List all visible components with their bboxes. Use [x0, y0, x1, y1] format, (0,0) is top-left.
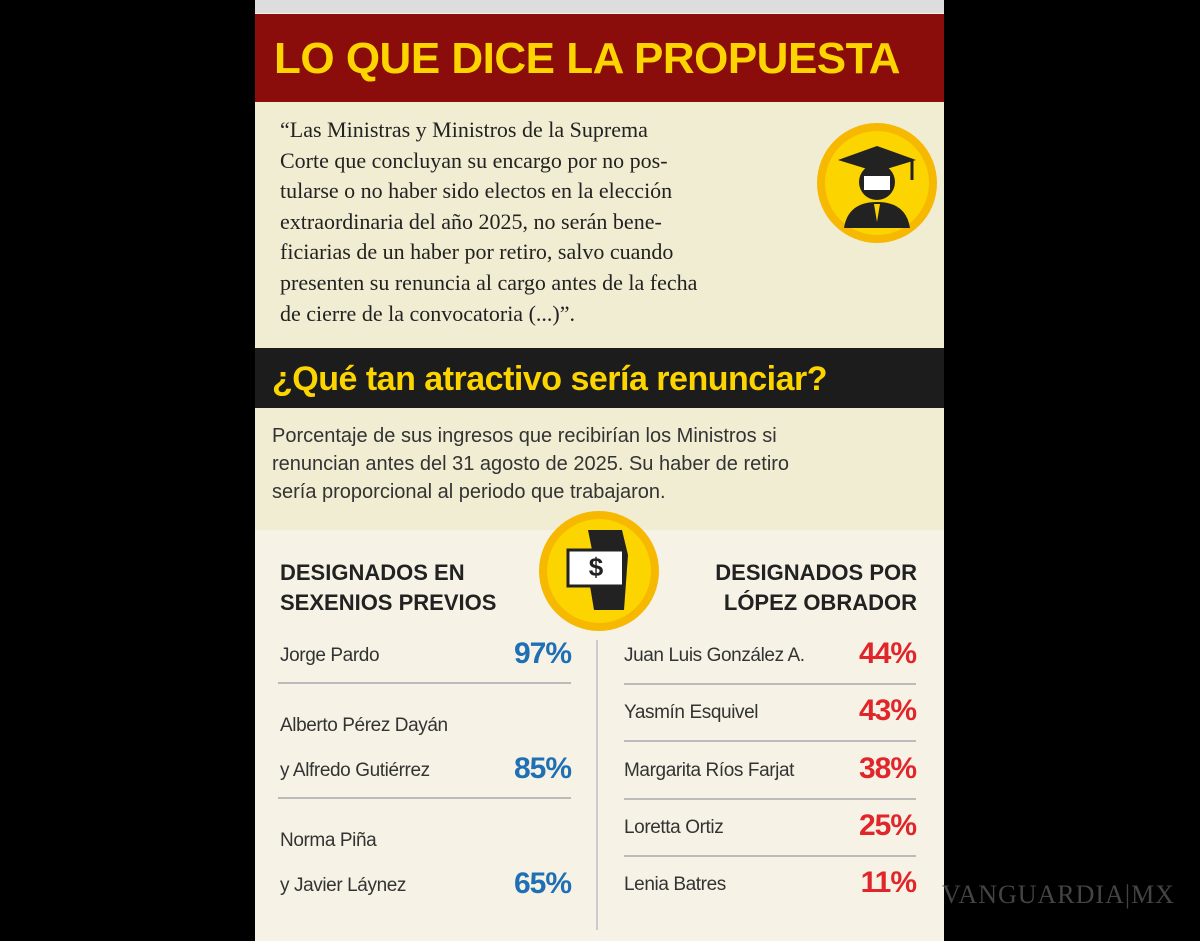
quote-line: ficiarias de un haber por retiro, salvo …: [280, 239, 674, 265]
subtitle-bg: [255, 408, 944, 530]
quote-bg: [255, 102, 944, 348]
subtitle-line: sería proporcional al periodo que trabaj…: [272, 481, 666, 503]
name: y Alfredo Gutiérrez: [280, 760, 430, 781]
column-heading: SEXENIOS PREVIOS: [280, 590, 497, 615]
quote-line: “Las Ministras y Ministros de la Suprema: [280, 117, 648, 142]
subtitle-line: Porcentaje de sus ingresos que recibiría…: [272, 425, 777, 447]
column-heading: DESIGNADOS POR: [715, 560, 917, 585]
name: Juan Luis González A.: [624, 645, 805, 666]
watermark: VANGUARDIA|MX: [942, 880, 1175, 909]
quote-line: tularse o no haber sido electos en la el…: [280, 178, 673, 204]
header-band: [255, 14, 944, 102]
graduate-icon: [817, 123, 937, 243]
quote-line: de cierre de la convocatoria (...)”.: [280, 300, 575, 326]
column-heading: DESIGNADOS EN: [280, 560, 465, 585]
quote-line: extraordinaria del año 2025, no serán be…: [280, 208, 662, 234]
row-divider: [624, 797, 916, 800]
percent: 38%: [858, 751, 917, 785]
name: Jorge Pardo: [280, 645, 380, 666]
row-divider: [278, 682, 571, 684]
quote-line: Corte que concluyan su encargo por no po…: [280, 147, 668, 173]
name: y Javier Láynez: [280, 875, 407, 896]
name: Norma Piña: [280, 830, 377, 851]
column-divider: [596, 640, 598, 930]
row-divider: [278, 797, 571, 799]
column-heading: LÓPEZ OBRADOR: [723, 590, 917, 615]
row-divider: [624, 854, 916, 857]
percent: 65%: [513, 867, 572, 900]
subtitle-line: renuncian antes del 31 agosto de 2025. S…: [272, 453, 790, 475]
header-title: LO QUE DICE LA PROPUESTA: [274, 34, 901, 83]
row-divider: [624, 683, 916, 685]
quote-line: presenten su renuncia al cargo antes de …: [280, 270, 698, 295]
percent: 25%: [858, 808, 917, 842]
dollar-sign: $: [589, 552, 604, 582]
percent: 11%: [860, 866, 917, 900]
name: Yasmín Esquivel: [624, 702, 759, 724]
name: Loretta Ortiz: [624, 816, 724, 838]
name: Margarita Ríos Farjat: [624, 759, 795, 781]
top-strip: [255, 0, 944, 13]
percent: 43%: [858, 694, 917, 728]
percent: 85%: [513, 752, 572, 785]
name: Alberto Pérez Dayán: [280, 715, 448, 736]
question-title: ¿Qué tan atractivo sería renunciar?: [272, 360, 828, 398]
percent: 97%: [513, 637, 572, 670]
question-band: [255, 348, 944, 408]
percent: 44%: [858, 637, 917, 670]
money-icon: $: [539, 511, 659, 631]
name: Lenia Batres: [624, 874, 726, 896]
row-divider: [624, 740, 916, 743]
